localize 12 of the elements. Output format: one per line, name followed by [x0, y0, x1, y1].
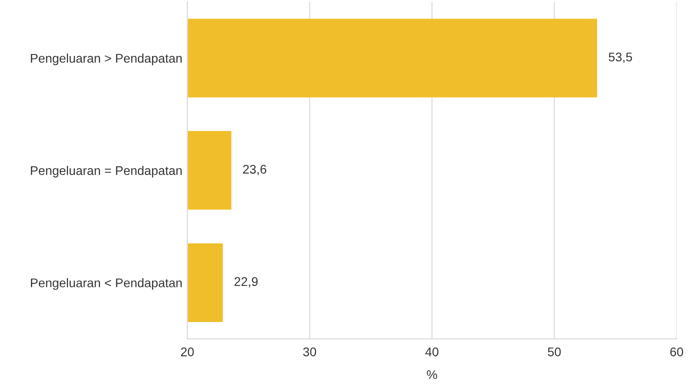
y-tick-label: Pengeluaran > Pendapatan [30, 54, 182, 66]
y-tick-label: Pengeluaran < Pendapatan [30, 278, 182, 290]
data-label: 22,9 [234, 277, 258, 288]
x-tick-label: 20 [181, 347, 194, 356]
data-label: 53,5 [608, 52, 632, 63]
data-label: 23,6 [243, 164, 266, 176]
x-axis-title: % [426, 370, 438, 380]
y-tick-label: Pengeluaran = Pendapatan [30, 166, 182, 178]
x-tick-label: 40 [425, 347, 438, 356]
x-tick-label: 50 [548, 347, 561, 356]
x-tick-label: 30 [303, 347, 316, 356]
x-tick-label: 60 [670, 347, 684, 356]
